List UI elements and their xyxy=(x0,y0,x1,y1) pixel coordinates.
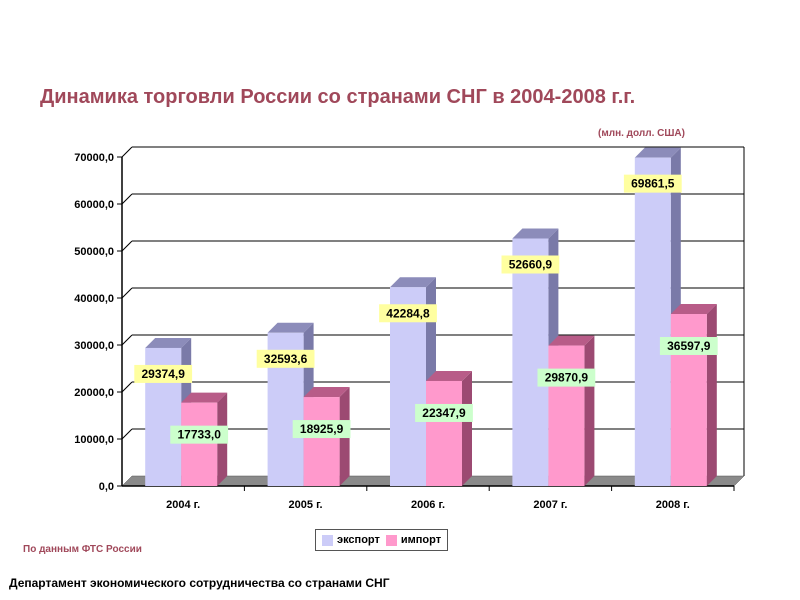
x-tick-label: 2008 г. xyxy=(656,499,690,511)
bar-import-side xyxy=(462,370,472,486)
bar-export-top xyxy=(145,337,192,348)
gridline-depth xyxy=(121,428,133,440)
data-label-export-bg xyxy=(501,255,560,274)
y-tick-label: 0,0 xyxy=(99,481,114,493)
gridline-depth xyxy=(121,381,133,393)
legend-label-import: импорт xyxy=(400,534,442,546)
y-tick-label: 60000,0 xyxy=(74,199,114,211)
y-tick-label: 40000,0 xyxy=(74,293,114,305)
y-tick-label: 20000,0 xyxy=(74,387,114,399)
x-tick-label: 2005 г. xyxy=(289,499,323,511)
gridline-depth xyxy=(121,287,133,299)
gridline-depth xyxy=(121,240,133,252)
data-label-import-bg xyxy=(659,336,718,355)
bar-export xyxy=(634,157,671,487)
chart-legend: экспорт импорт xyxy=(315,529,449,551)
bar-import-top xyxy=(426,370,472,381)
data-label-import: 22347,9 xyxy=(422,406,466,420)
bar-import-top xyxy=(670,303,717,314)
gridline-depth xyxy=(121,193,133,205)
bar-import-top xyxy=(303,387,350,398)
data-label-export: 52660,9 xyxy=(509,257,553,271)
bar-import-top xyxy=(181,392,228,403)
y-tick-label: 50000,0 xyxy=(74,246,114,258)
footer-text: Департамент экономического сотрудничеств… xyxy=(9,576,390,590)
y-tick-label: 30000,0 xyxy=(74,340,114,352)
data-label-export: 29374,9 xyxy=(142,367,186,381)
data-label-export-bg xyxy=(256,349,315,368)
x-tick-label: 2006 г. xyxy=(411,499,445,511)
legend-swatch-import xyxy=(385,534,397,546)
bar-export-top xyxy=(634,147,681,158)
data-label-export: 32593,6 xyxy=(264,352,308,366)
legend-item-import: импорт xyxy=(385,534,442,546)
x-tick-label: 2004 г. xyxy=(166,499,200,511)
data-label-export: 42284,8 xyxy=(386,306,430,320)
bar-import xyxy=(426,380,462,486)
data-label-import: 17733,0 xyxy=(178,428,222,442)
bar-export xyxy=(512,238,549,486)
bar-import xyxy=(548,345,585,486)
data-label-export-bg xyxy=(623,174,682,193)
data-label-import-bg xyxy=(415,403,473,422)
x-tick-label: 2007 г. xyxy=(533,499,567,511)
data-label-import-bg xyxy=(170,425,229,444)
data-label-import: 36597,9 xyxy=(667,339,711,353)
chart-title: Динамика торговли России со странами СНГ… xyxy=(40,86,636,108)
legend-swatch-export xyxy=(322,534,333,546)
data-label-export-bg xyxy=(379,304,437,323)
y-tick-label: 10000,0 xyxy=(74,434,114,446)
data-label-export: 69861,5 xyxy=(631,177,675,191)
legend-label-export: экспорт xyxy=(337,534,380,546)
data-label-import: 18925,9 xyxy=(300,422,344,436)
bar-import-side xyxy=(706,303,717,486)
bar-import-top xyxy=(548,335,595,346)
bar-import xyxy=(303,397,340,486)
bar-export-top xyxy=(390,277,436,288)
gridline-depth xyxy=(121,146,133,158)
gridline-depth xyxy=(121,334,133,346)
bar-import-side xyxy=(584,335,595,486)
source-note: По данным ФТС России xyxy=(23,544,142,555)
legend-item-export: экспорт xyxy=(322,534,380,546)
bar-export-top xyxy=(512,228,559,239)
data-label-import: 29870,9 xyxy=(545,371,589,385)
data-label-import-bg xyxy=(537,368,596,387)
data-label-export-bg xyxy=(134,364,193,383)
data-label-import-bg xyxy=(292,420,351,439)
bar-import xyxy=(181,402,218,486)
units-label: (млн. долл. США) xyxy=(598,128,685,139)
y-tick-label: 70000,0 xyxy=(74,152,114,164)
bar-export-top xyxy=(267,322,314,333)
